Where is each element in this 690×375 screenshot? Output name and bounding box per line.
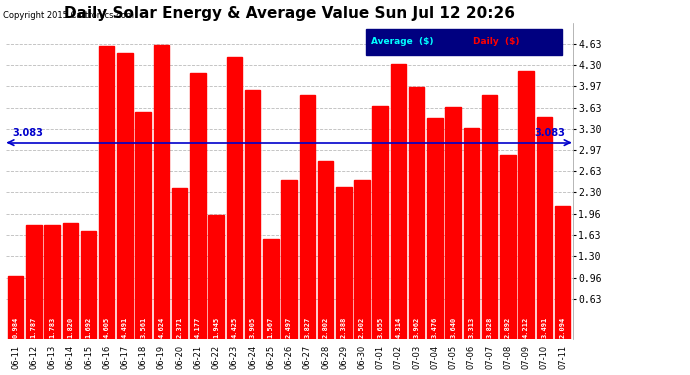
Bar — [99, 46, 115, 339]
Text: 3.561: 3.561 — [140, 316, 146, 338]
Title: Daily Solar Energy & Average Value Sun Jul 12 20:26: Daily Solar Energy & Average Value Sun J… — [63, 6, 515, 21]
Bar — [537, 117, 552, 339]
Bar — [299, 95, 315, 339]
Text: 4.605: 4.605 — [104, 316, 110, 338]
Text: 3.083: 3.083 — [535, 128, 565, 138]
Text: 4.425: 4.425 — [231, 316, 237, 338]
Text: 0.984: 0.984 — [12, 316, 19, 338]
Text: 1.692: 1.692 — [86, 316, 92, 338]
Bar — [226, 57, 242, 339]
Bar — [263, 239, 279, 339]
Bar — [208, 215, 224, 339]
Bar — [500, 155, 515, 339]
Text: 1.945: 1.945 — [213, 316, 219, 338]
Bar — [354, 180, 370, 339]
Text: 1.567: 1.567 — [268, 316, 274, 338]
Bar — [8, 276, 23, 339]
Text: Daily  ($): Daily ($) — [473, 38, 519, 46]
Bar — [427, 118, 443, 339]
Bar — [81, 231, 97, 339]
Bar — [555, 206, 571, 339]
Text: 2.802: 2.802 — [322, 316, 328, 338]
Text: 1.783: 1.783 — [49, 316, 55, 338]
Text: 3.655: 3.655 — [377, 316, 383, 338]
Text: 2.371: 2.371 — [177, 316, 183, 338]
Bar — [482, 95, 497, 339]
Text: 2.502: 2.502 — [359, 316, 365, 338]
Text: 3.827: 3.827 — [304, 316, 310, 338]
Text: 3.828: 3.828 — [486, 316, 493, 338]
Bar — [63, 223, 78, 339]
Text: 3.476: 3.476 — [432, 316, 438, 338]
Text: 3.083: 3.083 — [13, 128, 43, 138]
Text: 4.177: 4.177 — [195, 316, 201, 338]
Bar — [391, 64, 406, 339]
Bar — [190, 73, 206, 339]
Bar — [318, 160, 333, 339]
Bar — [446, 107, 461, 339]
Bar — [245, 90, 260, 339]
Text: 2.388: 2.388 — [341, 316, 347, 338]
Bar — [117, 53, 132, 339]
Text: 2.497: 2.497 — [286, 316, 292, 338]
Bar — [154, 45, 169, 339]
Text: Copyright 2015 Cartronics.com: Copyright 2015 Cartronics.com — [3, 11, 135, 20]
Text: 3.905: 3.905 — [250, 316, 255, 338]
Text: 3.640: 3.640 — [450, 316, 456, 338]
Bar — [518, 71, 534, 339]
Text: Average  ($): Average ($) — [371, 38, 433, 46]
Bar — [409, 87, 424, 339]
Text: 4.212: 4.212 — [523, 316, 529, 338]
Text: 1.820: 1.820 — [68, 316, 73, 338]
Text: 3.491: 3.491 — [542, 316, 547, 338]
Text: 1.787: 1.787 — [31, 316, 37, 338]
Bar — [172, 188, 188, 339]
Text: 4.624: 4.624 — [159, 316, 164, 338]
Bar — [464, 128, 479, 339]
Bar — [26, 225, 41, 339]
Text: 2.892: 2.892 — [505, 316, 511, 338]
Bar — [336, 187, 351, 339]
Bar — [44, 225, 60, 339]
Bar — [282, 180, 297, 339]
Text: 3.313: 3.313 — [469, 316, 475, 338]
Text: 3.962: 3.962 — [414, 316, 420, 338]
Text: 4.314: 4.314 — [395, 316, 402, 338]
Text: 4.491: 4.491 — [122, 316, 128, 338]
Bar — [135, 112, 151, 339]
Text: 2.094: 2.094 — [560, 316, 566, 338]
Bar — [373, 106, 388, 339]
